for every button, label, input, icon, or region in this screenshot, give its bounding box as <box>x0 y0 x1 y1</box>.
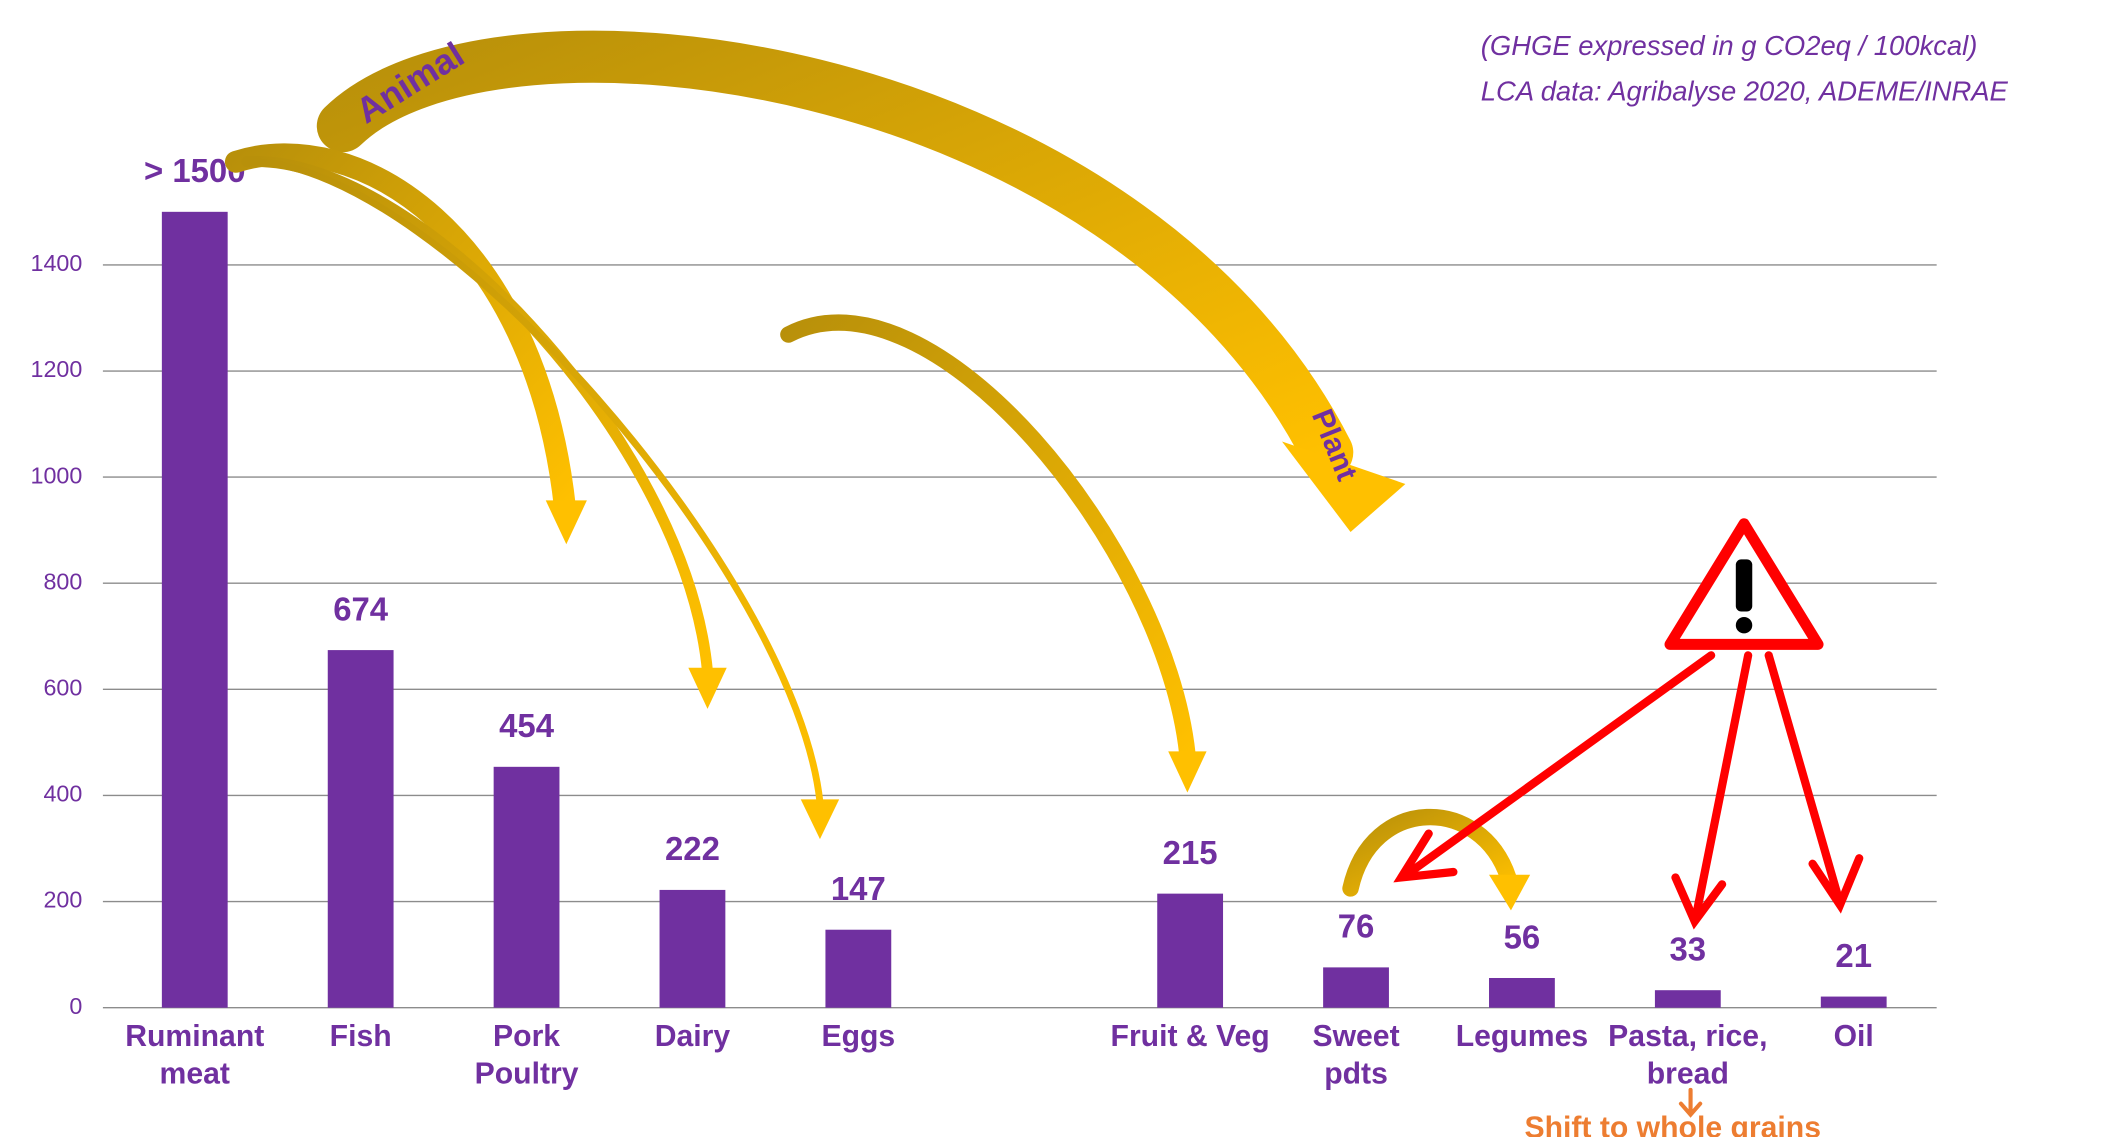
bar <box>1654 990 1721 1008</box>
y-tick-label: 400 <box>43 781 82 807</box>
value-label: 454 <box>499 707 555 744</box>
bar <box>161 211 228 1008</box>
arrow-head <box>545 500 587 545</box>
bar <box>659 889 726 1008</box>
arrow-head <box>1489 874 1531 911</box>
red-arrows <box>1393 651 1864 930</box>
shift-label: Shift to whole grains <box>1524 1112 1821 1137</box>
value-label: 56 <box>1504 918 1541 955</box>
bar <box>1323 967 1389 1008</box>
shift-arrow <box>1678 1087 1703 1118</box>
x-tick-label: Legumes <box>1456 1020 1588 1053</box>
y-tick-label: 800 <box>43 568 82 594</box>
warning-mark <box>1735 559 1753 612</box>
y-tick-label: 1000 <box>31 462 83 488</box>
warning-dot <box>1735 616 1753 634</box>
bar <box>1820 996 1887 1008</box>
x-tick-label: Sweet pdts <box>1312 1020 1399 1091</box>
y-tick-label: 1400 <box>31 250 83 276</box>
bar <box>825 929 892 1008</box>
value-label: 21 <box>1835 937 1872 974</box>
value-label: 674 <box>333 590 389 627</box>
arrow-fruit <box>780 314 1196 763</box>
note-units: (GHGE expressed in g CO2eq / 100kcal) <box>1481 30 1978 61</box>
bar <box>1489 977 1555 1008</box>
animal-plant-arrow <box>316 30 1354 479</box>
value-label: 222 <box>665 830 720 867</box>
x-tick-label: Pasta, rice, bread <box>1608 1020 1767 1091</box>
x-tick-label: Fish <box>330 1020 392 1053</box>
y-tick-label: 600 <box>43 675 82 701</box>
x-tick-label: Dairy <box>655 1020 731 1053</box>
x-tick-label: Fruit & Veg <box>1111 1020 1270 1053</box>
value-label: 147 <box>831 870 886 907</box>
note-source: LCA data: Agribalyse 2020, ADEME/INRAE <box>1481 75 2009 106</box>
arrow-head <box>688 667 727 709</box>
arrow-pork <box>224 143 576 519</box>
arrow-head <box>1168 751 1207 793</box>
x-tick-label: Pork Poultry <box>475 1020 579 1091</box>
arrow-eggs <box>250 158 824 806</box>
x-tick-label: Eggs <box>821 1020 895 1053</box>
y-tick-label: 0 <box>69 993 82 1019</box>
x-tick-label: Ruminant meat <box>125 1020 264 1091</box>
arrow-head <box>1281 441 1406 532</box>
value-label: 33 <box>1670 931 1707 968</box>
bar <box>1157 893 1224 1008</box>
arrow-dairy <box>241 156 714 678</box>
bar <box>493 766 560 1008</box>
x-tick-label: Oil <box>1834 1020 1874 1053</box>
value-label: 76 <box>1338 908 1375 945</box>
bar <box>327 650 394 1008</box>
arrow-legumes <box>1342 808 1517 897</box>
y-tick-label: 1200 <box>31 356 83 382</box>
value-label: 215 <box>1163 834 1218 871</box>
arrow-head <box>800 799 840 840</box>
arrows <box>224 30 1864 1118</box>
y-tick-label: 200 <box>43 887 82 913</box>
grid-layer: 0 200 400 600 800 1000 1200 1400 <box>31 250 1937 1019</box>
